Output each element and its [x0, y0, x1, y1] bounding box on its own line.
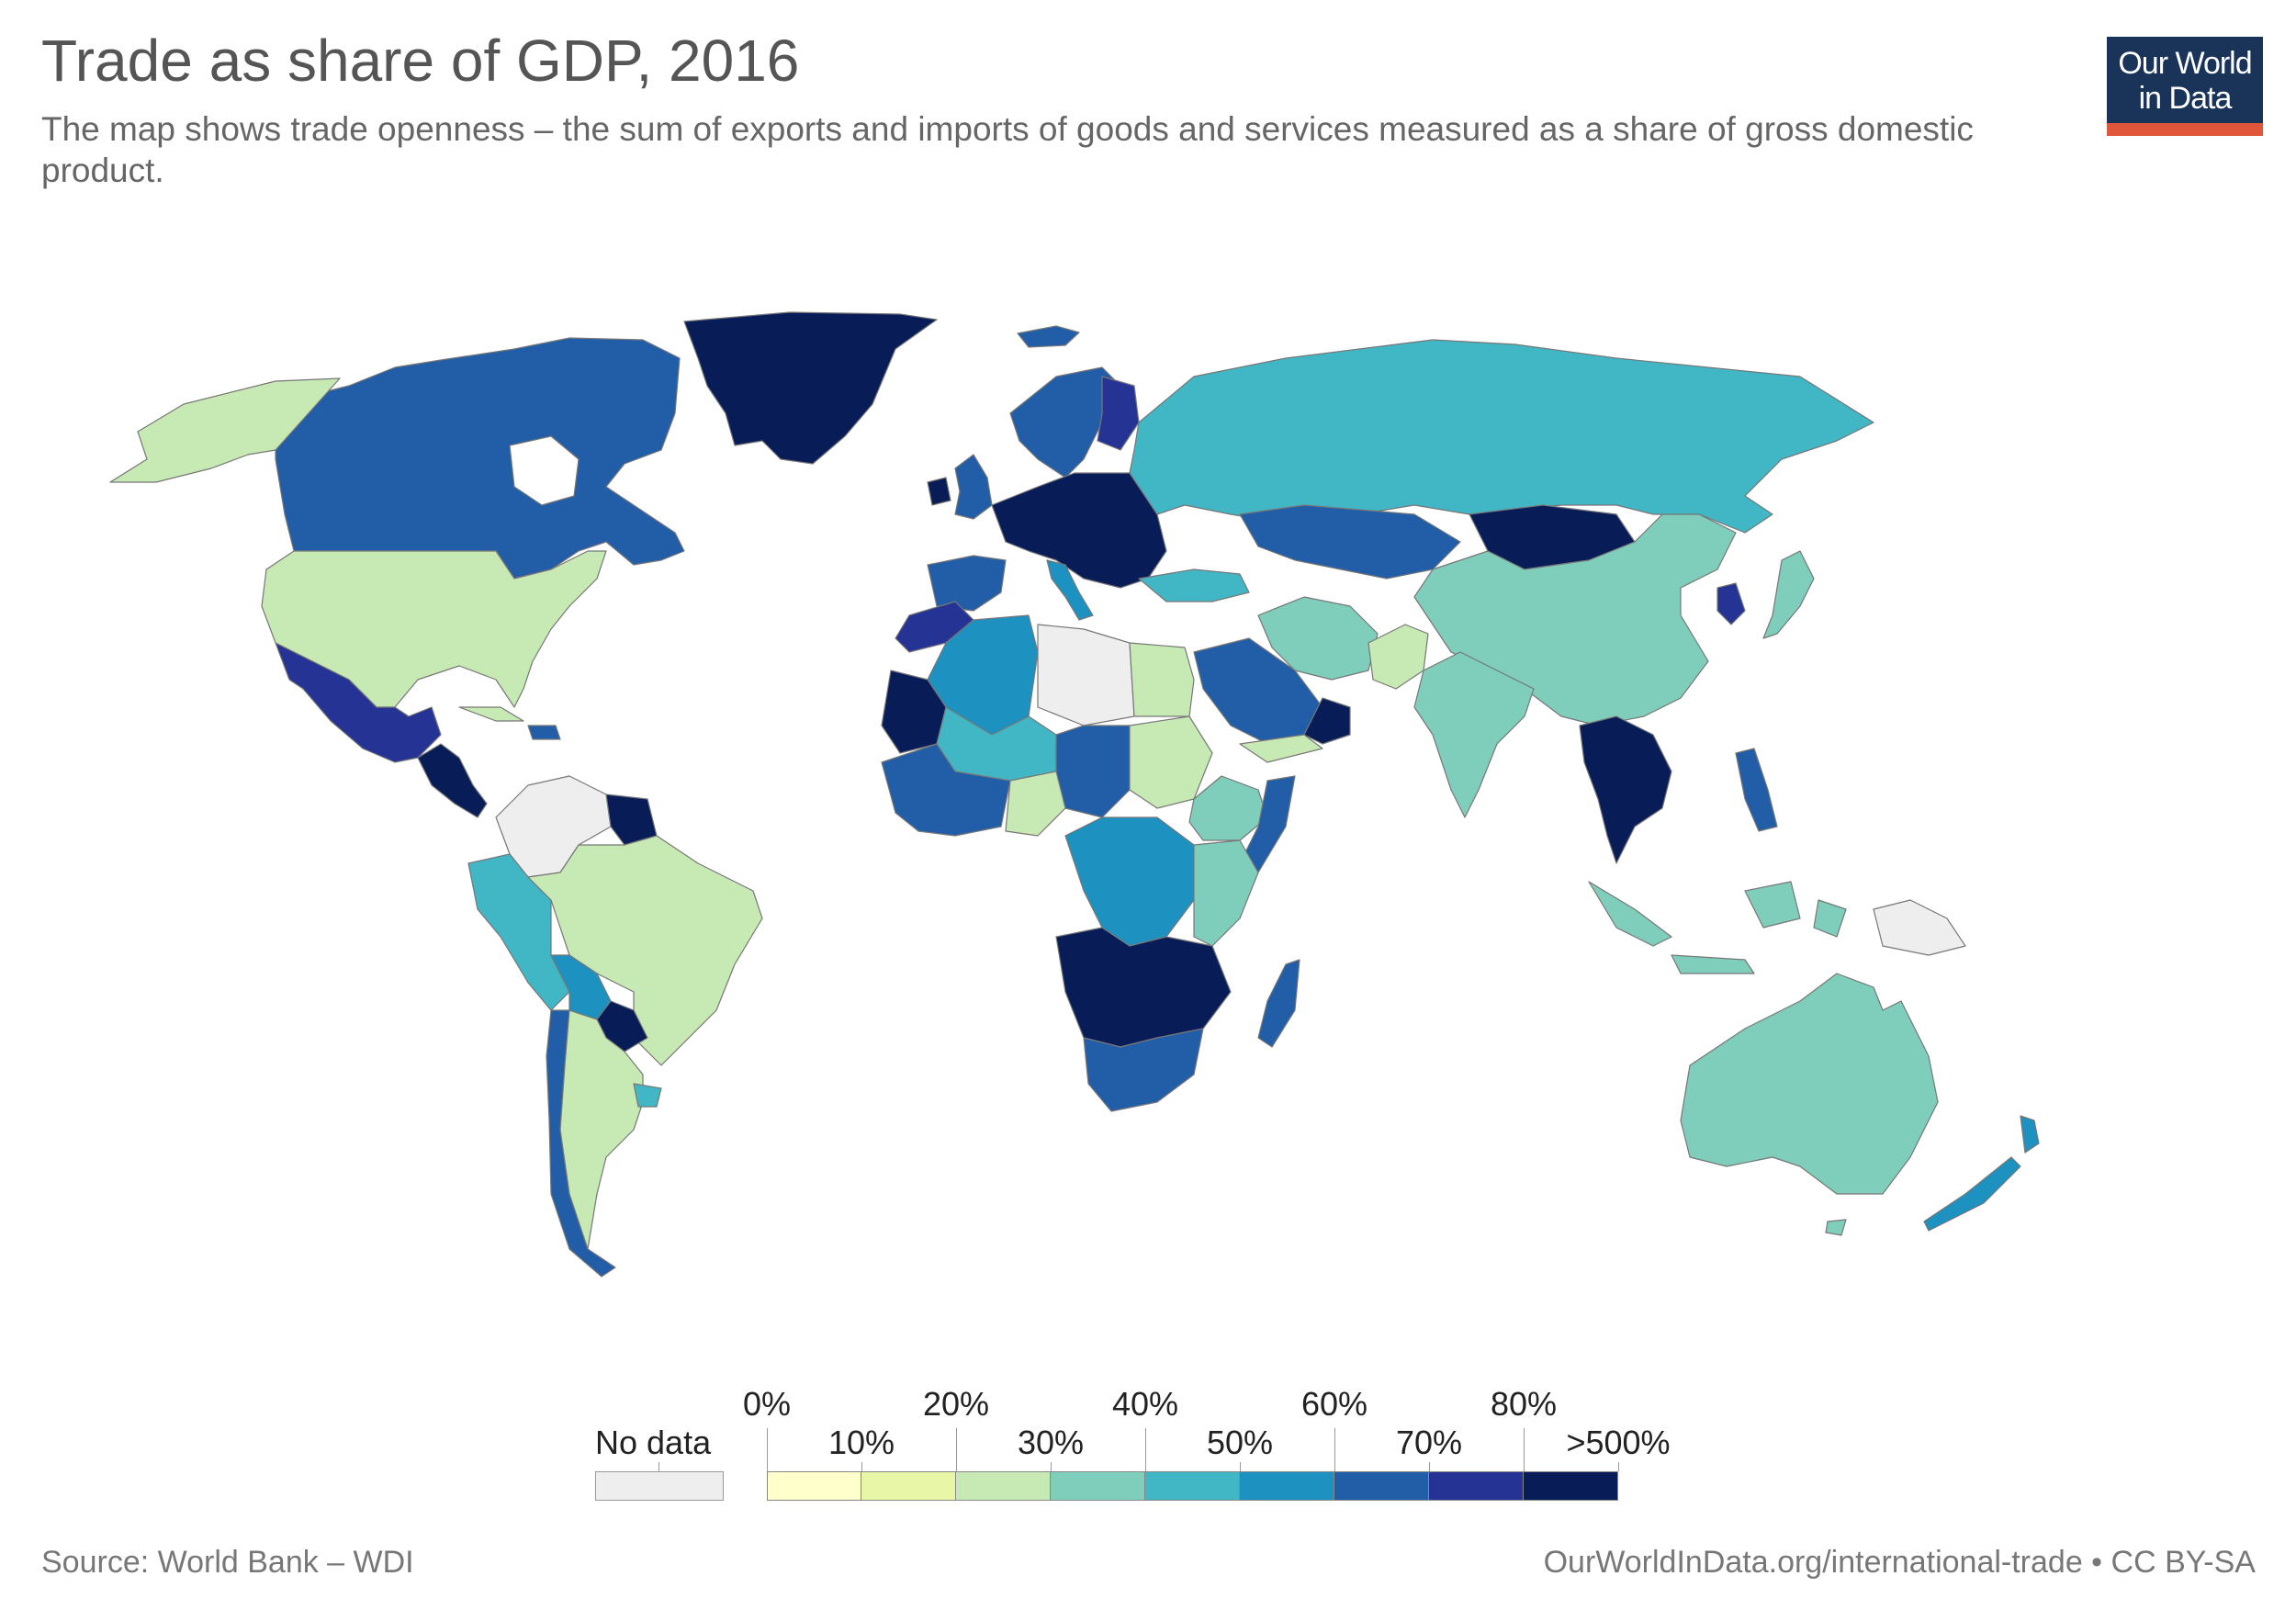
owid-logo[interactable]: Our World in Data [2107, 37, 2263, 136]
legend-label: 70% [1395, 1424, 1463, 1461]
region-greenland[interactable] [683, 311, 938, 465]
legend-tick [767, 1428, 768, 1471]
hudson-bay [509, 435, 580, 506]
legend-swatch[interactable] [1240, 1471, 1334, 1501]
legend-tick [956, 1428, 957, 1471]
region-indonesia[interactable] [1588, 881, 1847, 974]
logo-accent-bar [2107, 123, 2263, 136]
legend-tick [1051, 1462, 1052, 1471]
region-philippines[interactable] [1735, 748, 1778, 832]
legend-tick [1618, 1462, 1619, 1471]
legend-swatch[interactable] [1524, 1471, 1618, 1501]
region-western-europe[interactable] [991, 472, 1167, 589]
region-india[interactable] [1413, 651, 1535, 818]
legend-label: 10% [827, 1424, 895, 1461]
legend-label: 20% [922, 1385, 990, 1423]
legend-label: >500% [1566, 1424, 1671, 1461]
legend-swatch[interactable] [767, 1471, 861, 1501]
legend-tick [861, 1462, 862, 1471]
region-southeast-asia[interactable] [1579, 715, 1672, 864]
region-argentina[interactable] [559, 1009, 644, 1250]
region-kazakhstan[interactable] [1239, 504, 1461, 580]
legend-tick [1145, 1428, 1146, 1471]
source-note[interactable]: Source: World Bank – WDI [41, 1545, 414, 1580]
region-scandinavia[interactable] [1009, 366, 1121, 478]
legend-tick [1524, 1428, 1525, 1471]
logo-line-2: in Data [2138, 81, 2233, 116]
region-madagascar[interactable] [1257, 959, 1300, 1048]
region-papua[interactable] [1873, 899, 1966, 956]
legend-no-data-tick [658, 1462, 659, 1473]
attribution-link[interactable]: OurWorldInData.org/international-trade •… [1543, 1545, 2256, 1580]
region-hispaniola[interactable] [527, 725, 561, 740]
region-italy[interactable] [1046, 559, 1094, 621]
legend-color-scale[interactable] [767, 1471, 1618, 1501]
world-map[interactable] [0, 276, 2296, 1323]
legend-label: 50% [1206, 1424, 1274, 1461]
region-turkey[interactable] [1138, 568, 1250, 602]
chart-title: Trade as share of GDP, 2016 [41, 28, 800, 94]
legend-label: 80% [1490, 1385, 1558, 1423]
region-nigeria[interactable] [1005, 771, 1066, 837]
region-central-africa[interactable] [1064, 816, 1195, 947]
legend-tick [1334, 1428, 1335, 1471]
region-libya[interactable] [1037, 624, 1135, 726]
region-central-america[interactable] [417, 743, 488, 818]
legend-tick [1240, 1462, 1241, 1471]
legend-label: 40% [1111, 1385, 1179, 1423]
logo-line-1: Our World [2118, 46, 2252, 81]
region-southern-africa-west[interactable] [1055, 927, 1232, 1048]
region-iceland[interactable] [1017, 325, 1080, 348]
region-uk-ireland[interactable] [954, 454, 993, 520]
region-chad-car[interactable] [1055, 725, 1131, 818]
region-cuba[interactable] [458, 706, 524, 722]
region-korea[interactable] [1716, 582, 1746, 625]
region-oman-uae[interactable] [1303, 697, 1351, 745]
legend-swatch[interactable] [861, 1471, 956, 1501]
region-west-africa[interactable] [881, 743, 1011, 837]
region-russia[interactable] [1129, 339, 1874, 534]
legend-no-data-swatch[interactable] [595, 1471, 724, 1501]
region-australia[interactable] [1680, 973, 1939, 1195]
region-yemen[interactable] [1239, 734, 1323, 763]
region-canada[interactable] [275, 337, 685, 580]
region-egypt[interactable] [1129, 642, 1195, 717]
legend-swatch[interactable] [1145, 1471, 1240, 1501]
region-iberia[interactable] [927, 555, 1007, 612]
region-iran[interactable] [1257, 596, 1379, 681]
region-east-africa[interactable] [1193, 839, 1259, 947]
region-uruguay[interactable] [633, 1083, 662, 1108]
region-south-africa[interactable] [1083, 1028, 1204, 1112]
legend-no-data-label: No data [595, 1424, 712, 1461]
legend-swatch[interactable] [956, 1471, 1051, 1501]
region-japan[interactable] [1762, 550, 1815, 639]
legend-swatch[interactable] [1429, 1471, 1524, 1501]
region-tasmania[interactable] [1825, 1219, 1847, 1236]
region-ireland[interactable] [927, 477, 951, 506]
legend-label: 60% [1300, 1385, 1368, 1423]
region-new-zealand[interactable] [1923, 1115, 2040, 1232]
region-horn-of-africa[interactable] [1188, 775, 1268, 841]
region-finland[interactable] [1097, 376, 1140, 451]
legend-tick [1429, 1462, 1430, 1471]
chart-subtitle: The map shows trade openness – the sum o… [41, 110, 1974, 190]
legend-label: 30% [1017, 1424, 1085, 1461]
legend-swatch[interactable] [1334, 1471, 1429, 1501]
legend-swatch[interactable] [1051, 1471, 1145, 1501]
legend-label: 0% [742, 1385, 792, 1423]
region-alaska[interactable] [109, 377, 341, 483]
region-mexico[interactable] [275, 642, 442, 763]
